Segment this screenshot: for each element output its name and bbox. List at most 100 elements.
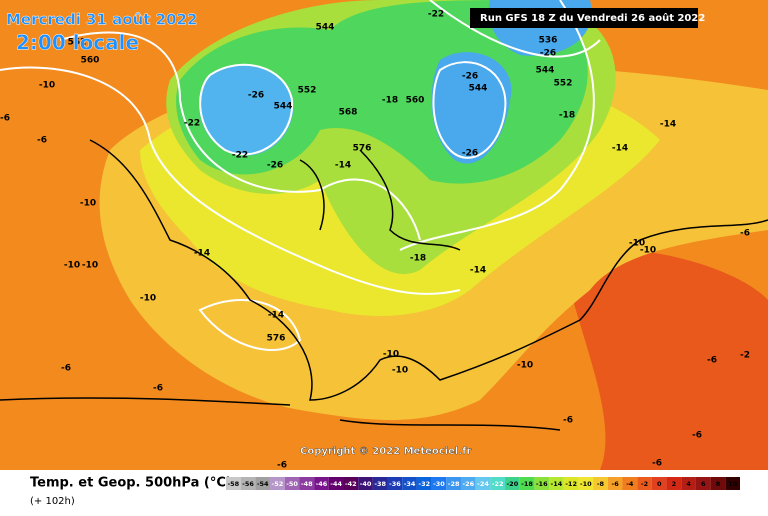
map-label: -10: [517, 361, 533, 371]
scale-swatch: [651, 477, 667, 490]
scale-swatch: [314, 477, 329, 490]
scale-label: 8: [716, 480, 721, 488]
coastlines: [0, 139, 768, 431]
scale-swatch: [299, 477, 315, 490]
map-label: -10: [39, 81, 55, 91]
map-label: -18: [382, 96, 398, 106]
map-label: 576: [353, 144, 372, 154]
scale-label: 10: [728, 480, 738, 488]
scale-label: -10: [580, 480, 592, 488]
run-info: Run GFS 18 Z du Vendredi 26 août 2022: [480, 12, 705, 24]
map-label: 544: [316, 23, 335, 33]
scale-label: -52: [272, 480, 284, 488]
scale-label: -54: [257, 480, 269, 488]
map-label: -6: [61, 364, 71, 374]
scale-swatch: [387, 477, 403, 490]
scale-swatch: [578, 477, 594, 490]
map-label: -6: [0, 114, 10, 124]
map-label: -10: [80, 199, 96, 209]
scale-swatch: [475, 477, 491, 490]
scale-label: -4: [626, 480, 634, 488]
low-west: [199, 64, 294, 156]
scale-label: 4: [686, 480, 691, 488]
warm-area: [560, 248, 768, 470]
scale-label: -46: [316, 480, 328, 488]
scale-swatch: [284, 477, 300, 490]
low-east: [431, 52, 512, 164]
scale-label: -26: [462, 480, 474, 488]
scale-label: -24: [477, 480, 489, 488]
map-label: -10: [383, 350, 399, 360]
scale-label: -40: [360, 480, 372, 488]
scale-label: -14: [551, 480, 563, 488]
scale-swatch: [226, 477, 241, 490]
map-label: 544: [469, 84, 488, 94]
isohypses: [0, 0, 601, 351]
map-label: -26: [540, 49, 556, 59]
map-label: -6: [277, 461, 287, 471]
scale-swatch: [622, 477, 638, 490]
scale-swatch: [563, 477, 579, 490]
scale-swatch: [549, 477, 564, 490]
scale-label: -30: [433, 480, 445, 488]
scale-label: -6: [612, 480, 620, 488]
scale-label: -32: [418, 480, 430, 488]
scale-swatch: [519, 477, 535, 490]
color-scale: -58 -56 -54 -52 -50 -48 -46 -44 -42 -40 -38 -36 -34-…: [226, 477, 740, 490]
scale-label: -34: [404, 480, 416, 488]
map-label: -6: [707, 356, 717, 366]
map-label: 576: [267, 334, 286, 344]
scale-label: -56: [242, 480, 254, 488]
scale-swatch: [328, 477, 344, 490]
scale-swatch: [358, 477, 373, 490]
map-label: 560: [406, 96, 425, 106]
scale-label: -38: [374, 480, 386, 488]
scale-label: -22: [492, 480, 504, 488]
run-box: [470, 8, 698, 28]
map-label: -14: [268, 311, 284, 321]
map-label: 568: [339, 108, 358, 118]
map-label: 536: [539, 36, 558, 46]
map-label: 552: [68, 38, 87, 48]
map-label: -10: [82, 261, 98, 271]
forecast-time: 2:00 locale: [16, 31, 139, 55]
copyright: Copyright © 2022 Meteociel.fr: [300, 446, 471, 457]
scale-swatch: [593, 477, 608, 490]
scale-swatch: [666, 477, 682, 490]
scale-swatch: [416, 477, 432, 490]
scale-swatch: [725, 477, 740, 490]
map-label: -10: [64, 261, 80, 271]
scale-swatch: [431, 477, 447, 490]
map-label: -26: [248, 91, 264, 101]
scale-label: -28: [448, 480, 460, 488]
map-label: -22: [184, 119, 200, 129]
map-label: -6: [563, 416, 573, 426]
map-label: 560: [81, 56, 100, 66]
map-label: -18: [410, 254, 426, 264]
map-label: -10: [629, 239, 645, 249]
map-label: -10: [640, 246, 656, 256]
scale-swatch: [460, 477, 476, 490]
scale-swatch: [240, 477, 256, 490]
scale-swatch: [534, 477, 550, 490]
scale-label: -12: [565, 480, 577, 488]
lead-time: (+ 102h): [30, 496, 75, 507]
scale-label: -50: [286, 480, 298, 488]
map-label: -14: [660, 120, 676, 130]
scale-label: 2: [672, 480, 677, 488]
map-label: -6: [740, 229, 750, 239]
scale-label: -16: [536, 480, 548, 488]
scale-label: -18: [521, 480, 533, 488]
scale-label: -58: [227, 480, 239, 488]
map-label: -10: [392, 366, 408, 376]
scale-swatch: [681, 477, 696, 490]
map-label: -6: [692, 431, 702, 441]
scale-swatch: [695, 477, 711, 490]
map-label: 552: [298, 86, 317, 96]
map-label: -26: [462, 72, 478, 82]
map-label: -6: [153, 384, 163, 394]
map-label: 544: [536, 66, 555, 76]
forecast-date: Mercredi 31 août 2022: [6, 11, 197, 29]
